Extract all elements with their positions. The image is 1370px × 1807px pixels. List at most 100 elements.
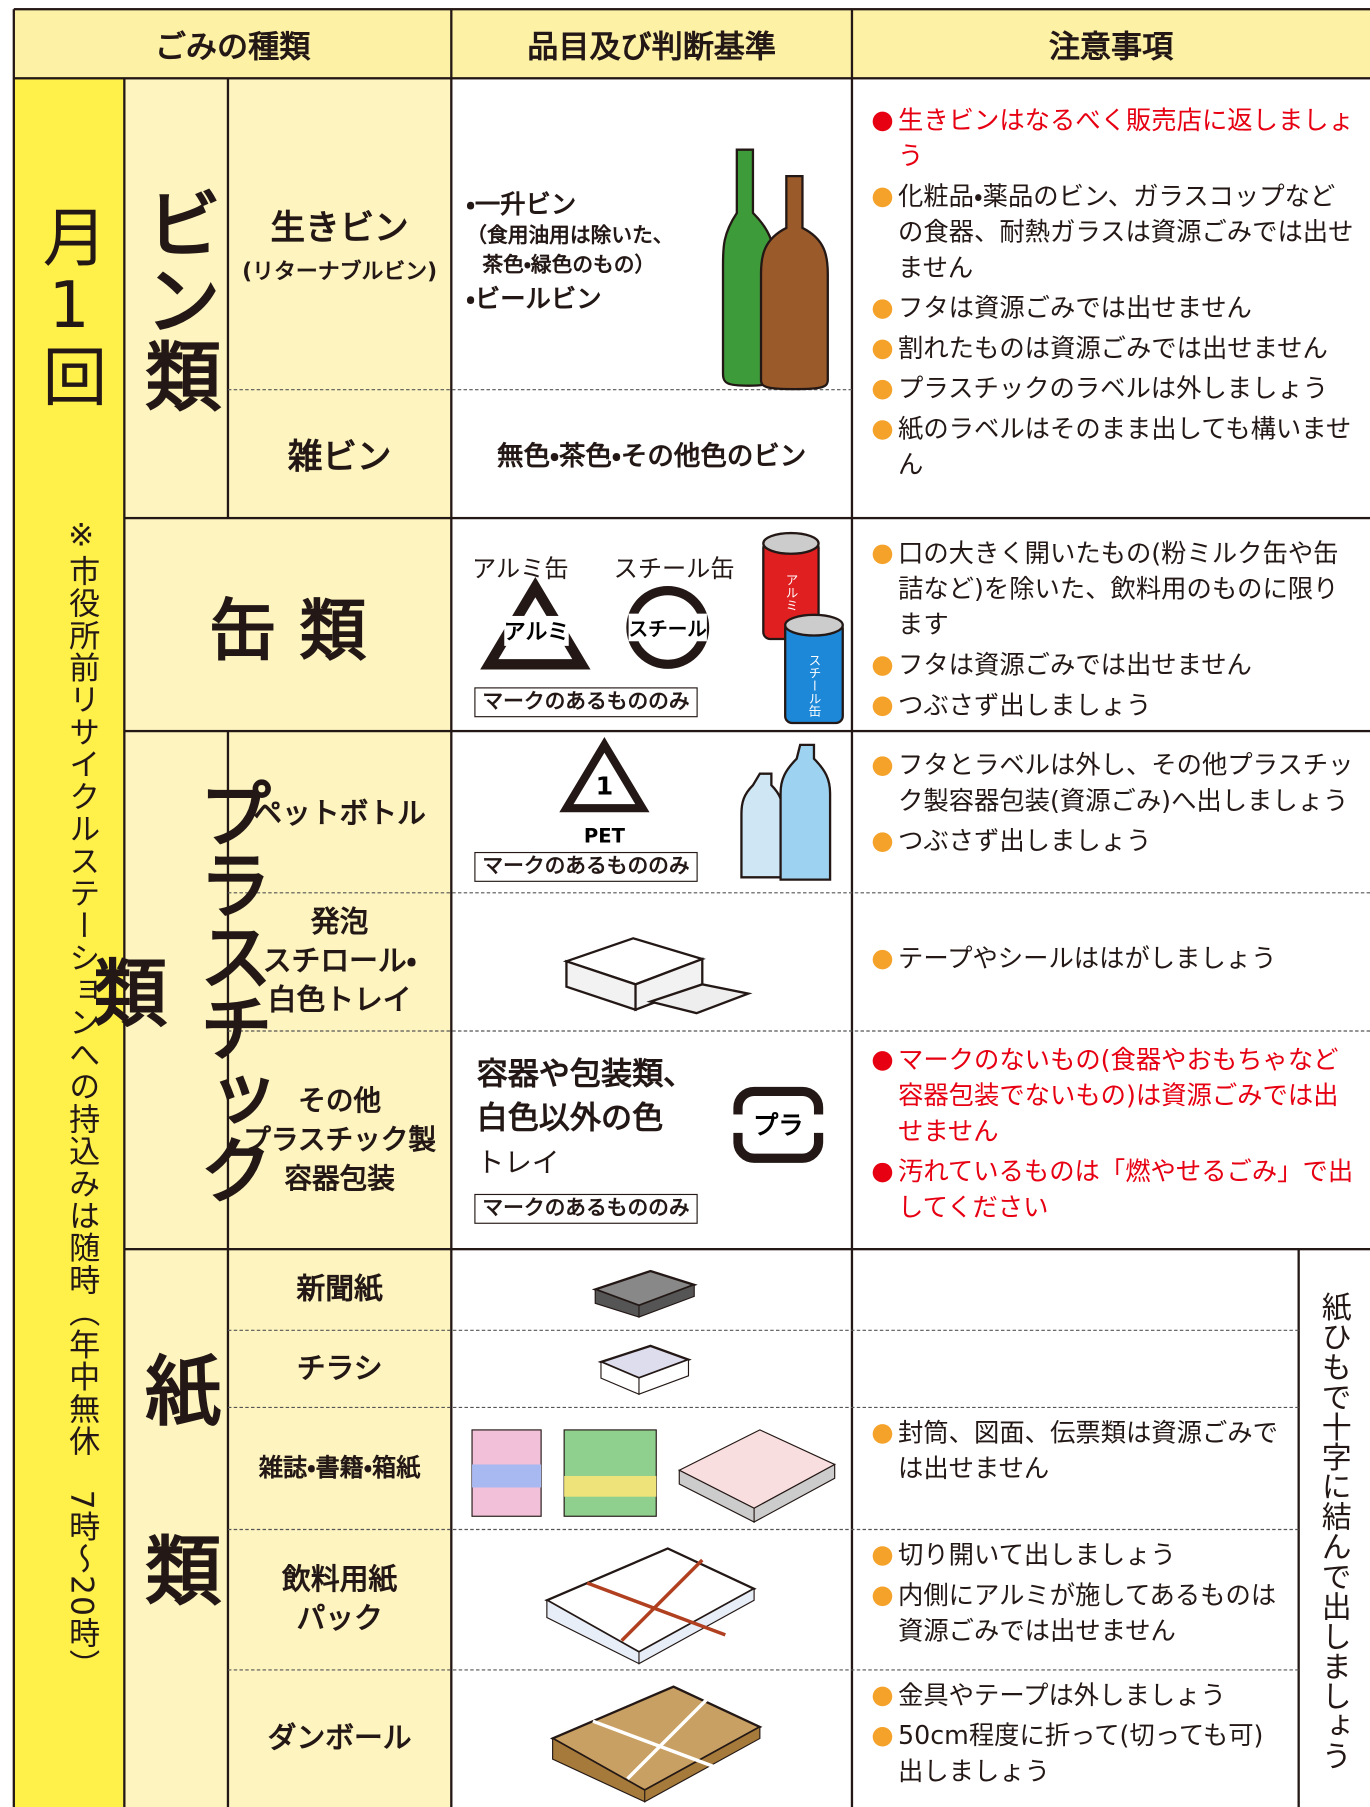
subcategory: 雑誌・書籍・箱紙 [228, 1407, 451, 1529]
border [1297, 1249, 1300, 1807]
note-text: フタは資源ごみでは出せません [898, 651, 1252, 681]
item: ・ビールビン [466, 285, 602, 315]
bullet [872, 1586, 893, 1607]
mark-note: マークのあるもののみ [474, 687, 698, 718]
pla-symbol: プラ [731, 1086, 826, 1163]
can-label: アルミ [783, 573, 798, 611]
subcategory-text: 白色トレイ [267, 983, 412, 1017]
mark-title: スチール缶 [613, 554, 735, 583]
border [124, 1248, 1370, 1251]
border [12, 9, 15, 1807]
item: 容器や包装類、 [476, 1056, 695, 1093]
symbol-text: アルミ [504, 620, 569, 645]
notes: 切り開いて出しましょう内側にアルミが施してあるものは資源ごみでは出せません [872, 1538, 1287, 1654]
foam-illustration [562, 937, 753, 1015]
note: つぶさず出しましょう [872, 824, 1362, 860]
divider [227, 1030, 1370, 1032]
note-text: 化粧品・薬品のビン、ガラスコップなどの食器、耐熱ガラスは資源ごみでは出せません [898, 183, 1354, 284]
cardboard-illustration [550, 1685, 763, 1803]
note-text: 切り開いて出しましょう [898, 1541, 1176, 1571]
can-label: スチール缶 [806, 654, 821, 718]
bullet [872, 379, 893, 400]
bottle-illustration [721, 148, 829, 391]
note-text: 割れたものは資源ごみでは出せません [898, 335, 1328, 364]
note: 50cm程度に折って(切っても可)出しましょう [872, 1719, 1287, 1790]
subcategory: チラシ [228, 1330, 451, 1407]
notes: フタとラベルは外し、その他プラスチック製容器包装(資源ごみ)へ出しましょうつぶさ… [872, 748, 1362, 864]
category-text: 缶 類 [209, 591, 367, 670]
symbol-text: プラ [753, 1110, 804, 1140]
pet-symbol: 1 PET [559, 737, 650, 848]
magazine-illustration [471, 1429, 836, 1523]
notes: 金具やテープは外しましょう 50cm程度に折って(切っても可)出しましょう [872, 1679, 1287, 1795]
note: 生きビンはなるべく販売店に返しましょう [872, 104, 1357, 175]
note: 紙のラベルはそのまま出しても構いません [872, 412, 1357, 483]
bullet [872, 187, 893, 208]
subcategory: 生きビン (リターナブルビン) [228, 184, 451, 299]
category-name: ビン類 [127, 161, 226, 437]
border [226, 731, 230, 1807]
category-text: ビン類 [132, 185, 222, 414]
header-bg [13, 9, 1370, 79]
note: 切り開いて出しましょう [872, 1538, 1287, 1574]
divider [227, 892, 1370, 894]
note-text: 口の大きく開いたもの(粉ミルク缶や缶詰など)を除いた、飲料用のものに限ります [898, 539, 1339, 641]
subcategory-text: その他 [298, 1084, 382, 1117]
border [13, 77, 1370, 80]
steel-symbol: スチール [626, 586, 710, 669]
flyer-illustration [597, 1344, 692, 1396]
subcategory-text: ダンボール [267, 1721, 412, 1755]
schedule-note-text: ※市役所前リサイクルステーションへの持込みは随時（年中無休 7時～20時） [63, 517, 100, 1682]
subcategory-text: ペットボトル [253, 796, 426, 831]
border [123, 78, 126, 1807]
note: 内側にアルミが施してあるものは資源ごみでは出せません [872, 1578, 1287, 1649]
subcategory-sub: (リターナブルビン) [242, 258, 438, 284]
item: トレイ [476, 1146, 560, 1179]
note: 口の大きく開いたもの(粉ミルク缶や缶詰など)を除いた、飲料用のものに限ります [872, 537, 1362, 644]
note-text: つぶさず出しましょう [898, 691, 1152, 721]
mark-title: アルミ缶 [472, 554, 569, 583]
header-text: 注意事項 [1048, 29, 1174, 66]
bullet [872, 339, 893, 360]
subcategory-text: 雑誌・書籍・箱紙 [258, 1454, 421, 1482]
note-text: プラスチックのラベルは外しましょう [898, 375, 1329, 405]
border [124, 729, 1370, 733]
note-text: 内側にアルミが施してあるものは資源ごみでは出せません [898, 1581, 1277, 1647]
subcategory-text: プラスチック製 [243, 1123, 437, 1156]
notes: 口の大きく開いたもの(粉ミルク缶や缶詰など)を除いた、飲料用のものに限りますフタ… [872, 537, 1362, 729]
note-text: フタは資源ごみでは出せません [898, 294, 1252, 324]
header-cell: 品目及び判断基準 [451, 9, 852, 78]
divider [227, 1329, 1299, 1331]
alu-symbol: アルミ [480, 577, 591, 670]
header-cell: 注意事項 [852, 9, 1370, 78]
bullet [872, 756, 893, 776]
items: 無色・茶色・その他色のビン [451, 389, 852, 518]
notes: マークのないもの(食器やおもちゃなど容器包装でないもの)は資源ごみでは出せません… [872, 1043, 1362, 1231]
subcategory-text: 容器包装 [284, 1162, 395, 1196]
subcategory-text: 生きビン [270, 207, 409, 249]
note-text: フタとラベルは外し、その他プラスチック製容器包装(資源ごみ)へ出しましょう [898, 751, 1354, 817]
note-text: 紙のラベルはそのまま出しても構いません [898, 415, 1352, 481]
category-bg [124, 78, 452, 1807]
divider [227, 1669, 1299, 1671]
alert-text: マークのないもの(食器やおもちゃなど容器包装でないもの)は資源ごみでは出せません [898, 1046, 1339, 1147]
subcategory-text: スチロール・ [262, 944, 417, 978]
symbol-text: 1 [596, 770, 614, 800]
notes: 封筒、図面、伝票類は資源ごみでは出せません [872, 1416, 1287, 1492]
border [450, 9, 453, 1807]
can-illustration: アルミ スチール缶 [762, 531, 844, 725]
newspaper-illustration [591, 1269, 698, 1318]
bullet [872, 111, 893, 132]
note-text: テープやシールははがしましょう [898, 945, 1277, 974]
item: （食用油用は除いた、 [466, 223, 674, 248]
item: ・一升ビン [466, 191, 577, 220]
category-name: 缶 類 [124, 518, 451, 731]
pet-illustration [740, 743, 832, 881]
subcategory-text: 新聞紙 [296, 1272, 383, 1306]
bullet [872, 544, 893, 565]
bullet [872, 1162, 893, 1183]
category-text: 紙類 [132, 1351, 222, 1711]
border [226, 78, 230, 519]
